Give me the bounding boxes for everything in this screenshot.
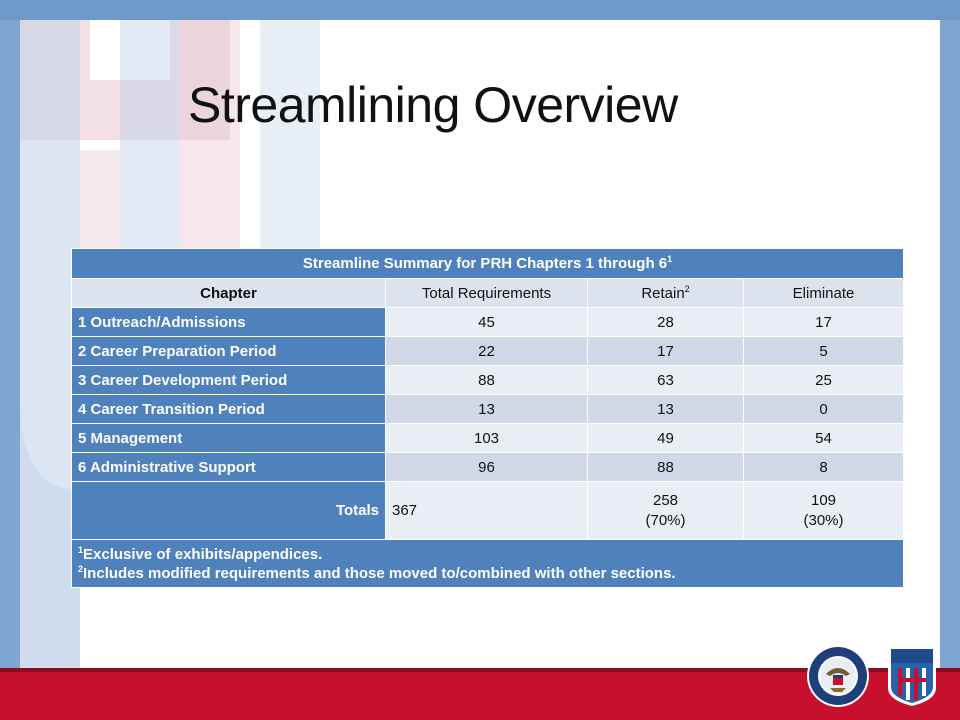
eliminate-cell: 0 [742, 394, 905, 424]
footnote-text: Exclusive of exhibits/appendices. [83, 545, 323, 563]
header-total: Total Requirements [385, 278, 588, 308]
retain-cell: 88 [587, 452, 744, 482]
table-header-row: Chapter Total Requirements Retain2 Elimi… [71, 278, 905, 308]
page-title: Streamlining Overview [188, 77, 678, 133]
footnote-marker: 2 [78, 563, 84, 574]
footnote-marker: 1 [78, 544, 84, 555]
footnote-1: 1Exclusive of exhibits/appendices. [78, 545, 897, 564]
retain-cell: 13 [587, 394, 744, 424]
table-row: 4 Career Transition Period 13 13 0 [71, 394, 905, 424]
totals-retain-percent: (70%) [645, 511, 686, 529]
totals-total: 367 [385, 481, 588, 540]
table-row: 2 Career Preparation Period 22 17 5 [71, 336, 905, 366]
eliminate-cell: 25 [742, 365, 905, 395]
footnotes-row: 1Exclusive of exhibits/appendices. 2Incl… [70, 539, 905, 588]
eliminate-cell: 8 [742, 452, 905, 482]
retain-footnote-ref: 2 [684, 283, 690, 294]
header-retain: Retain2 [587, 278, 744, 308]
total-cell: 88 [385, 365, 588, 395]
chapter-name: 1 Outreach/Admissions [71, 307, 386, 337]
footnote-text: Includes modified requirements and those… [83, 564, 676, 582]
retain-cell: 28 [587, 307, 744, 337]
total-cell: 103 [385, 423, 588, 453]
eliminate-cell: 54 [742, 423, 905, 453]
retain-cell: 49 [587, 423, 744, 453]
footnotes: 1Exclusive of exhibits/appendices. 2Incl… [70, 539, 905, 588]
eliminate-cell: 5 [742, 336, 905, 366]
table-row: 5 Management 103 49 54 [71, 423, 905, 453]
table-row: 6 Administrative Support 96 88 8 [71, 452, 905, 482]
slide: Streamlining Overview Streamline Summary… [20, 20, 940, 670]
department-of-labor-seal-icon [807, 645, 869, 707]
totals-retain-value: 258 [652, 491, 679, 509]
bottom-bar-shadow [0, 668, 960, 673]
eliminate-cell: 17 [742, 307, 905, 337]
table-caption-text: Streamline Summary for PRH Chapters 1 th… [302, 255, 668, 272]
header-chapter: Chapter [71, 278, 386, 308]
table-row: 3 Career Development Period 88 63 25 [71, 365, 905, 395]
totals-eliminate: 109 (30%) [742, 481, 905, 540]
total-cell: 13 [385, 394, 588, 424]
header-eliminate: Eliminate [742, 278, 905, 308]
footnote-2: 2Includes modified requirements and thos… [78, 564, 897, 583]
chapter-name: 5 Management [71, 423, 386, 453]
chapter-name: 3 Career Development Period [71, 365, 386, 395]
table-row: 1 Outreach/Admissions 45 28 17 [71, 307, 905, 337]
summary-table-container: Streamline Summary for PRH Chapters 1 th… [70, 248, 905, 588]
table-caption: Streamline Summary for PRH Chapters 1 th… [70, 248, 905, 279]
job-corps-logo-icon [888, 646, 936, 706]
chapter-name: 6 Administrative Support [71, 452, 386, 482]
totals-row: Totals 367 258 (70%) 109 (30%) [71, 481, 905, 540]
total-cell: 22 [385, 336, 588, 366]
retain-cell: 63 [587, 365, 744, 395]
total-cell: 96 [385, 452, 588, 482]
chapter-name: 4 Career Transition Period [71, 394, 386, 424]
totals-label: Totals [71, 481, 386, 540]
header-retain-text: Retain [641, 284, 685, 302]
totals-retain: 258 (70%) [587, 481, 744, 540]
summary-table: Streamline Summary for PRH Chapters 1 th… [70, 248, 905, 588]
caption-footnote-ref: 1 [667, 254, 673, 264]
bottom-bar [0, 672, 960, 720]
table-caption-row: Streamline Summary for PRH Chapters 1 th… [70, 248, 905, 279]
totals-eliminate-value: 109 [810, 491, 837, 509]
total-cell: 45 [385, 307, 588, 337]
retain-cell: 17 [587, 336, 744, 366]
chapter-name: 2 Career Preparation Period [71, 336, 386, 366]
totals-eliminate-percent: (30%) [803, 511, 844, 529]
